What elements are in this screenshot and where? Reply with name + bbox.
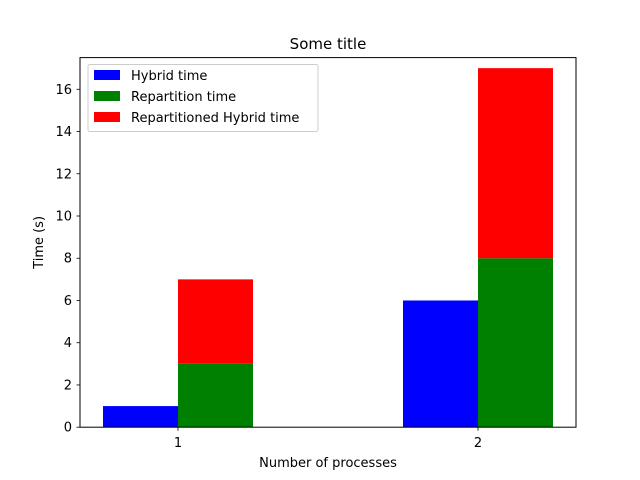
legend-box bbox=[87, 64, 319, 132]
y-tick-label: 10 bbox=[55, 210, 72, 225]
plot-frame bbox=[79, 57, 577, 428]
legend: Hybrid time Repartition time Repartitioned… bbox=[87, 64, 319, 132]
y-tick-label: 12 bbox=[55, 167, 72, 182]
legend-swatch bbox=[94, 70, 120, 80]
x-tick-label: 1 bbox=[174, 436, 182, 451]
bar-series-1-cat-0 bbox=[178, 363, 253, 428]
legend-swatch bbox=[94, 112, 120, 122]
x-axis-label: Number of processes bbox=[259, 456, 397, 471]
legend-label: Hybrid time bbox=[131, 69, 207, 84]
y-axis-label: Time (s) bbox=[32, 216, 47, 270]
bar-series-2-cat-0 bbox=[178, 279, 253, 364]
bar-series-2-cat-1 bbox=[478, 68, 553, 259]
bar-series-1-cat-1 bbox=[478, 258, 553, 428]
y-tick-label: 8 bbox=[64, 252, 72, 267]
legend-label: Repartitioned Hybrid time bbox=[131, 111, 299, 126]
bar-series-0-cat-0 bbox=[103, 406, 178, 428]
x-tick-label: 2 bbox=[474, 436, 482, 451]
chart-title: Some title bbox=[290, 35, 367, 53]
bar-series-0-cat-1 bbox=[403, 300, 478, 428]
y-tick-label: 16 bbox=[55, 83, 72, 98]
bars bbox=[103, 68, 553, 428]
y-tick-label: 0 bbox=[64, 421, 72, 436]
y-tick-label: 2 bbox=[64, 378, 72, 393]
legend-swatch bbox=[94, 91, 120, 101]
y-tick-label: 4 bbox=[64, 336, 72, 351]
legend-label: Repartition time bbox=[131, 90, 236, 105]
y-tick-label: 6 bbox=[64, 294, 72, 309]
y-axis: 0 2 4 6 8 10 12 14 16 bbox=[55, 83, 80, 436]
y-tick-label: 14 bbox=[55, 125, 72, 140]
